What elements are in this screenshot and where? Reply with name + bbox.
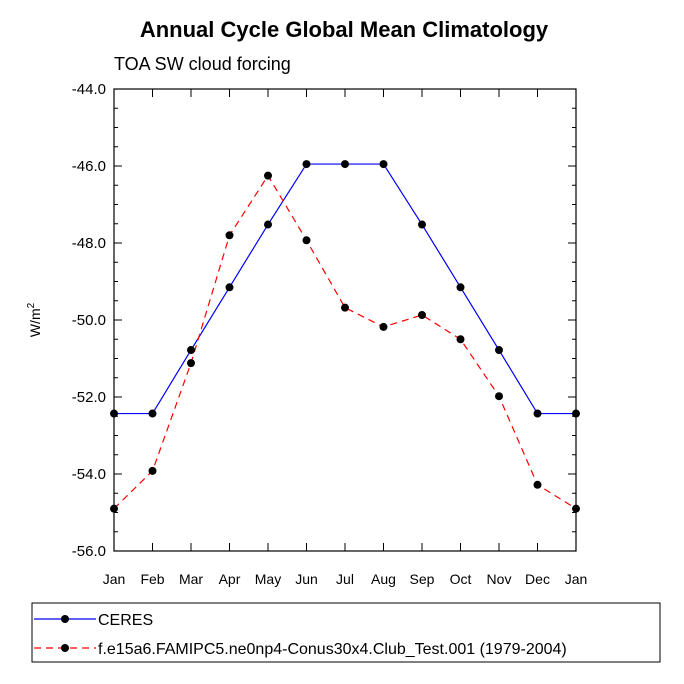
data-point-series-1 — [187, 359, 195, 368]
data-point-series-1 — [533, 480, 542, 489]
plot-border — [113, 88, 577, 552]
data-point-series-1 — [418, 310, 426, 319]
data-point-series-0 — [572, 409, 580, 418]
y-tick-label: -44.0 — [72, 81, 106, 98]
data-point-series-1 — [302, 236, 311, 245]
data-point-series-1 — [379, 322, 388, 331]
x-tick-label: Aug — [371, 571, 396, 587]
y-tick-label: -56.0 — [72, 543, 106, 560]
x-tick-label: Dec — [525, 571, 550, 587]
series-line-0 — [114, 163, 576, 415]
data-point-series-0 — [456, 283, 465, 292]
x-tick-label: Jan — [565, 571, 588, 587]
x-tick-label: Mar — [179, 571, 203, 587]
x-tick-label: Oct — [450, 571, 472, 587]
legend-box — [31, 602, 661, 663]
data-point-series-0 — [148, 409, 157, 418]
y-tick-label: -52.0 — [72, 389, 106, 406]
series-layer — [110, 160, 580, 513]
data-point-series-0 — [187, 346, 195, 355]
x-tick-label: Jun — [295, 571, 318, 587]
plot-frame — [113, 88, 577, 552]
data-point-series-0 — [495, 346, 503, 355]
legend-marker-model — [61, 644, 69, 652]
data-point-series-1 — [341, 303, 349, 312]
y-tick-label: -46.0 — [72, 158, 106, 175]
data-point-series-1 — [225, 231, 234, 240]
data-point-series-1 — [110, 504, 118, 513]
y-tick-label: -50.0 — [72, 312, 106, 329]
data-point-series-0 — [110, 409, 118, 418]
y-tick-label: -48.0 — [72, 235, 106, 252]
data-point-series-1 — [148, 466, 157, 475]
data-point-series-0 — [302, 160, 311, 169]
chart-title: Annual Cycle Global Mean Climatology — [140, 17, 549, 42]
data-point-series-1 — [495, 392, 503, 401]
legend-label-model: f.e15a6.FAMIPC5.ne0np4-Conus30x4.Club_Te… — [98, 641, 567, 658]
data-point-series-0 — [264, 220, 272, 229]
y-tick-label: -54.0 — [72, 466, 106, 483]
y-axis-label-superscript: 2 — [26, 302, 37, 308]
legend: CERES f.e15a6.FAMIPC5.ne0np4-Conus30x4.C… — [31, 602, 661, 663]
x-tick-label: Jan — [103, 571, 126, 587]
data-point-series-0 — [418, 220, 426, 229]
x-tick-label: Feb — [140, 571, 164, 587]
y-axis-label-text: W/m — [27, 308, 43, 337]
series-line-1 — [113, 174, 577, 510]
data-point-series-0 — [341, 160, 349, 169]
x-tick-label: Sep — [410, 571, 435, 587]
legend-label-ceres: CERES — [98, 612, 153, 629]
data-point-series-0 — [379, 160, 388, 169]
x-tick-label: Nov — [487, 571, 512, 587]
y-axis: -56.0 -54.0 -52.0 -50.0 -48.0 -46.0 -44.0 — [72, 81, 576, 560]
data-point-series-0 — [225, 283, 234, 292]
x-tick-label: May — [255, 571, 281, 587]
data-point-series-1 — [572, 504, 580, 513]
legend-marker-ceres — [61, 615, 69, 623]
x-tick-label: Apr — [219, 571, 241, 587]
chart-subtitle: TOA SW cloud forcing — [114, 54, 291, 74]
x-axis: Jan Feb Mar Apr May Jun Jul Aug Sep Oct Nov Dec Jan — [103, 89, 588, 587]
data-point-series-1 — [264, 171, 272, 180]
x-tick-label: Jul — [336, 571, 354, 587]
data-point-series-0 — [533, 409, 542, 418]
data-point-series-1 — [456, 335, 465, 344]
y-axis-label: W/m2 — [26, 302, 43, 337]
